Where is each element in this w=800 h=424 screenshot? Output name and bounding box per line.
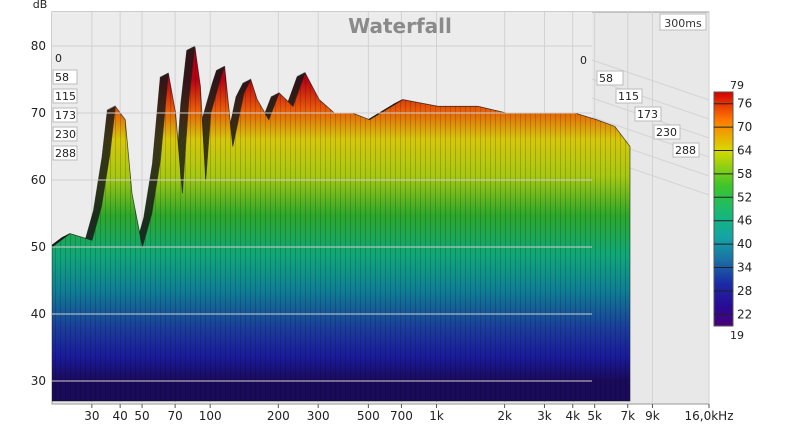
- colorbar-tick-label: 46: [737, 214, 752, 228]
- x-tick-label: 3k: [537, 409, 552, 423]
- y-tick-label: 30: [31, 374, 46, 388]
- waterfall-surface: [52, 45, 631, 402]
- time-window-box: [659, 13, 707, 31]
- colorbar: 79 19 76 70 64 58 52 46 40 34 28 22: [713, 79, 752, 342]
- colorbar-min-label: 19: [730, 329, 744, 342]
- colorbar-tick-label: 64: [737, 144, 752, 158]
- x-tick-label: 9k: [645, 409, 660, 423]
- x-tick-label: 1k: [429, 409, 444, 423]
- time-tick-label-left: 230: [55, 128, 76, 141]
- chart-title: Waterfall: [348, 14, 452, 38]
- x-tick-label: 30: [84, 409, 99, 423]
- time-tick-label-right: 115: [618, 90, 639, 103]
- y-tick-label: 40: [31, 307, 46, 321]
- x-tick-label: 16,0kHz: [685, 409, 734, 423]
- time-tick-label-left: 58: [55, 71, 69, 84]
- colorbar-tick-label: 76: [737, 97, 752, 111]
- y-axis-unit: dB: [33, 0, 48, 11]
- x-tick-label: 40: [112, 409, 127, 423]
- y-axis-ticks: 30 40 50 60 70 80: [31, 39, 592, 388]
- x-tick-label: 4k: [565, 409, 580, 423]
- x-axis-ticks: 30 40 50 70 100 200 300 500 700 1k 2k 3k 4k 5k 7k 9k 16,…: [84, 404, 734, 423]
- y-tick-label: 60: [31, 173, 46, 187]
- time-tick-label-left: 173: [55, 109, 76, 122]
- x-tick-label: 50: [134, 409, 149, 423]
- x-tick-label: 7k: [620, 409, 635, 423]
- colorbar-tick-label: 52: [737, 190, 752, 204]
- time-tick-label-left: 0: [55, 52, 62, 65]
- x-tick-label: 70: [167, 409, 182, 423]
- x-tick-label: 200: [267, 409, 290, 423]
- x-tick-label: 300: [307, 409, 330, 423]
- y-tick-label: 50: [31, 240, 46, 254]
- time-tick-label-left: 288: [55, 147, 76, 160]
- time-tick-label-right: 230: [656, 126, 677, 139]
- time-tick-label-right: 0: [580, 54, 587, 67]
- colorbar-tick-label: 70: [737, 120, 752, 134]
- time-axis-ticks: 0 58 115 173 230 288 0 58 115 173 230 288: [52, 52, 700, 161]
- x-tick-label: 2k: [497, 409, 512, 423]
- colorbar-tick-label: 40: [737, 237, 752, 251]
- time-tick-label-right: 288: [675, 144, 696, 157]
- colorbar-tick-label: 34: [737, 261, 752, 275]
- time-tick-label-right: 173: [637, 108, 658, 121]
- colorbar-tick-label: 28: [737, 284, 752, 298]
- time-tick-label-right: 58: [599, 72, 613, 85]
- x-tick-label: 700: [390, 409, 413, 423]
- x-tick-label: 5k: [587, 409, 602, 423]
- y-tick-label: 70: [31, 106, 46, 120]
- waterfall-ridges: [52, 46, 630, 401]
- colorbar-max-label: 79: [730, 79, 744, 92]
- time-window-label: 300ms: [664, 17, 702, 30]
- x-tick-label: 500: [357, 409, 380, 423]
- x-tick-label: 100: [199, 409, 222, 423]
- colorbar-tick-label: 22: [737, 307, 752, 321]
- time-tick-label-left: 115: [55, 90, 76, 103]
- colorbar-tick-label: 58: [737, 167, 752, 181]
- y-tick-label: 80: [31, 39, 46, 53]
